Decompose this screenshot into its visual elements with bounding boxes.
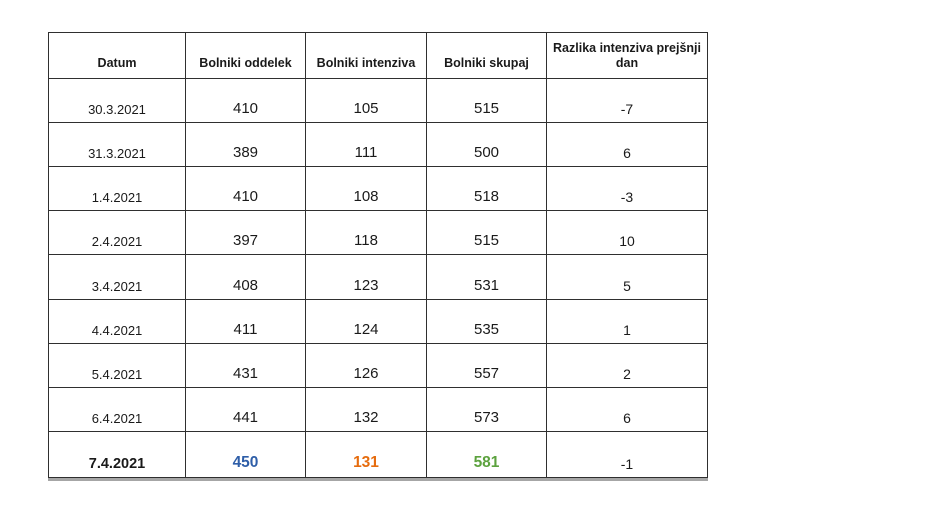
cell-skupaj: 573 xyxy=(426,386,547,432)
cell-datum: 5.4.2021 xyxy=(48,342,186,388)
cell-razlika: -1 xyxy=(546,430,708,479)
cell-razlika: 6 xyxy=(546,122,708,168)
cell-oddelek: 410 xyxy=(185,166,306,212)
table-row: 2.4.2021 397 118 515 10 xyxy=(48,210,708,256)
patients-table: Datum Bolniki oddelek Bolniki intenziva Bol… xyxy=(48,32,708,479)
table-row: 1.4.2021 410 108 518 -3 xyxy=(48,166,708,212)
cell-oddelek: 397 xyxy=(185,210,306,256)
table-row: 30.3.2021 410 105 515 -7 xyxy=(48,77,708,124)
cell-oddelek: 410 xyxy=(185,77,306,124)
cell-razlika: -7 xyxy=(546,77,708,124)
cell-oddelek: 450 xyxy=(185,430,306,479)
cell-datum: 3.4.2021 xyxy=(48,254,186,300)
cell-razlika: 6 xyxy=(546,386,708,432)
cell-intenziva: 126 xyxy=(305,342,427,388)
cell-oddelek: 441 xyxy=(185,386,306,432)
table-row: 4.4.2021 411 124 535 1 xyxy=(48,298,708,344)
cell-intenziva: 118 xyxy=(305,210,427,256)
cell-intenziva: 123 xyxy=(305,254,427,300)
table-row: 3.4.2021 408 123 531 5 xyxy=(48,254,708,300)
cell-razlika: 1 xyxy=(546,298,708,344)
cell-oddelek: 411 xyxy=(185,298,306,344)
cell-razlika: 10 xyxy=(546,210,708,256)
column-header-skupaj: Bolniki skupaj xyxy=(426,32,547,79)
table-row: 6.4.2021 441 132 573 6 xyxy=(48,386,708,432)
cell-razlika: 5 xyxy=(546,254,708,300)
cell-skupaj: 500 xyxy=(426,122,547,168)
cell-intenziva: 131 xyxy=(305,430,427,479)
cell-oddelek: 431 xyxy=(185,342,306,388)
table-row: 31.3.2021 389 111 500 6 xyxy=(48,122,708,168)
cell-skupaj: 581 xyxy=(426,430,547,479)
cell-oddelek: 389 xyxy=(185,122,306,168)
cell-datum: 2.4.2021 xyxy=(48,210,186,256)
column-header-datum: Datum xyxy=(48,32,186,79)
table-row: 7.4.2021 450 131 581 -1 xyxy=(48,430,708,479)
cell-skupaj: 535 xyxy=(426,298,547,344)
table-header-row: Datum Bolniki oddelek Bolniki intenziva Bol… xyxy=(48,32,708,79)
cell-intenziva: 105 xyxy=(305,77,427,124)
cell-razlika: -3 xyxy=(546,166,708,212)
cell-oddelek: 408 xyxy=(185,254,306,300)
column-header-oddelek: Bolniki oddelek xyxy=(185,32,306,79)
cell-datum: 30.3.2021 xyxy=(48,77,186,124)
cell-intenziva: 132 xyxy=(305,386,427,432)
table-row: 5.4.2021 431 126 557 2 xyxy=(48,342,708,388)
cell-razlika: 2 xyxy=(546,342,708,388)
cell-skupaj: 515 xyxy=(426,77,547,124)
column-header-intenziva: Bolniki intenziva xyxy=(305,32,427,79)
cell-intenziva: 111 xyxy=(305,122,427,168)
cell-datum: 7.4.2021 xyxy=(48,430,186,479)
column-header-razlika: Razlika intenziva prejšnji dan xyxy=(546,32,708,79)
cell-datum: 1.4.2021 xyxy=(48,166,186,212)
cell-datum: 31.3.2021 xyxy=(48,122,186,168)
cell-skupaj: 518 xyxy=(426,166,547,212)
cell-intenziva: 124 xyxy=(305,298,427,344)
cell-datum: 6.4.2021 xyxy=(48,386,186,432)
cell-skupaj: 531 xyxy=(426,254,547,300)
cell-datum: 4.4.2021 xyxy=(48,298,186,344)
cell-skupaj: 515 xyxy=(426,210,547,256)
cell-intenziva: 108 xyxy=(305,166,427,212)
cell-skupaj: 557 xyxy=(426,342,547,388)
